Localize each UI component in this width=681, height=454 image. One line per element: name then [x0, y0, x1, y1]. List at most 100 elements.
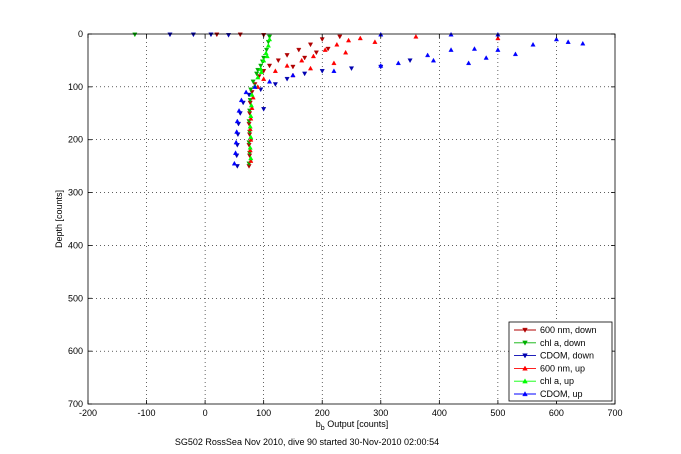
data-point [331, 68, 337, 73]
data-point [250, 94, 256, 100]
data-point [413, 34, 419, 39]
x-tick-label: -100 [138, 408, 156, 418]
data-point [248, 137, 254, 142]
data-point [284, 63, 290, 68]
data-point [265, 43, 271, 48]
data-point [248, 115, 254, 121]
data-point [248, 102, 254, 108]
data-point [248, 113, 254, 118]
data-point [425, 52, 431, 58]
grid [88, 34, 615, 404]
data-point [261, 107, 267, 112]
data-point [238, 97, 244, 103]
legend-label: CDOM, down [540, 351, 594, 361]
data-point [313, 50, 319, 56]
series-4 [247, 36, 273, 161]
x-axis-label-main: b [316, 419, 321, 429]
data-point [331, 60, 337, 66]
data-point [248, 155, 254, 161]
data-point [302, 71, 308, 77]
data-point [266, 36, 273, 42]
legend-label: CDOM, up [540, 389, 583, 399]
x-tick-label: 400 [432, 408, 447, 418]
y-axis-label: Depth [counts] [54, 190, 64, 248]
data-point [322, 47, 328, 52]
data-point [243, 89, 249, 95]
legend-marker [522, 391, 528, 397]
data-point [296, 47, 302, 53]
data-point [231, 160, 237, 166]
y-ticks: 0 100 200 300 400 500 600 700 [68, 29, 615, 409]
data-point [307, 42, 314, 48]
legend-marker [522, 340, 528, 346]
data-point [264, 47, 270, 53]
legend: 600 nm, down chl a, down CDOM, down 600 nm,… [508, 321, 613, 402]
data-point [233, 139, 239, 145]
data-point [325, 46, 331, 52]
data-point [378, 63, 384, 68]
data-point [395, 60, 401, 66]
data-point [284, 53, 290, 58]
data-point [495, 35, 501, 41]
data-point [255, 74, 261, 80]
chart-caption: SG502 RossSea Nov 2010, dive 90 started … [175, 437, 439, 447]
data-point [272, 68, 278, 73]
data-point [234, 129, 240, 134]
data-point [471, 46, 478, 51]
legend-box [508, 321, 613, 402]
legend-marker [522, 353, 528, 359]
legend-label: chl a, down [540, 338, 586, 348]
data-point [266, 63, 273, 69]
series-layer [132, 31, 586, 169]
data-point [407, 58, 413, 64]
x-tick-label: 0 [203, 408, 208, 418]
data-point [302, 55, 308, 61]
data-point [236, 108, 242, 113]
legend-label: 600 nm, down [540, 325, 597, 335]
data-point [310, 53, 316, 59]
data-point [252, 84, 258, 89]
y-tick-label: 0 [78, 29, 83, 39]
x-tick-label: 700 [607, 408, 622, 418]
data-point [430, 57, 437, 63]
data-point [250, 79, 256, 85]
data-point [247, 123, 253, 129]
data-point [249, 92, 255, 97]
data-point [357, 35, 363, 41]
legend-marker [522, 378, 528, 384]
data-point [284, 76, 290, 82]
x-tick-label: 500 [490, 408, 505, 418]
x-tick-label: 300 [373, 408, 388, 418]
data-point [334, 41, 340, 47]
plot-area [87, 33, 616, 405]
x-tick-label: 600 [549, 408, 564, 418]
data-point [275, 58, 281, 64]
data-point [266, 78, 273, 84]
x-axis-label: bb Output [counts] [316, 419, 388, 432]
data-point [495, 47, 501, 52]
x-tick-label: -200 [79, 408, 97, 418]
data-point [249, 105, 255, 110]
legend-marker [522, 365, 528, 371]
data-point [272, 82, 278, 87]
data-point [580, 40, 586, 46]
data-point [290, 72, 296, 78]
y-tick-label: 100 [68, 82, 83, 92]
data-point [233, 150, 239, 155]
data-point [483, 55, 489, 60]
data-point [307, 65, 314, 71]
y-tick-label: 200 [68, 135, 83, 145]
y-tick-label: 400 [68, 240, 83, 250]
data-point [234, 118, 240, 124]
data-point [261, 57, 267, 63]
data-point [565, 39, 571, 44]
y-tick-label: 700 [68, 399, 83, 409]
x-axis-label-sub: b [321, 425, 325, 432]
data-point [512, 51, 518, 57]
data-point [346, 37, 352, 43]
legend-label: chl a, up [540, 376, 574, 386]
data-point [448, 47, 454, 52]
legend-label: 600 nm, up [540, 363, 585, 373]
x-tick-label: 200 [315, 408, 330, 418]
